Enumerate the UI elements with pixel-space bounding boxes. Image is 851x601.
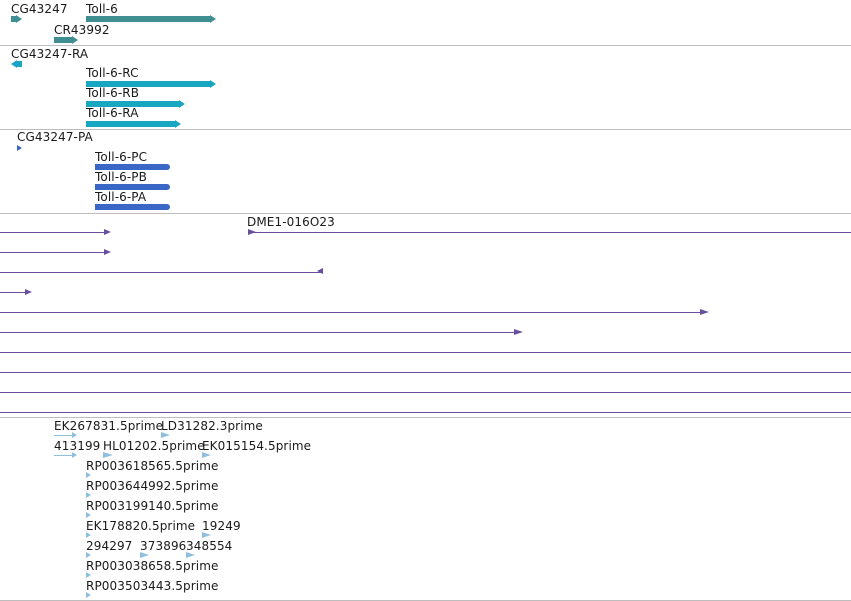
est-track: EK267831.5prime LD31282.3prime 413199 HL… [0,418,851,601]
protein-label-toll-6-pc[interactable]: Toll-6-PC [95,150,148,164]
transcript-label-toll-6-ra[interactable]: Toll-6-RA [86,106,139,120]
alignment-line[interactable] [0,252,106,253]
track-divider [0,417,851,418]
gene-track: CG43247 Toll-6 CR43992 [0,0,851,45]
alignment-line[interactable] [0,272,322,273]
est-label[interactable]: RP003503443.5prime [86,579,219,593]
est-label[interactable]: RP003618565.5prime [86,459,219,473]
alignment-line[interactable] [0,392,851,393]
est-label[interactable]: HL01202.5prime [103,439,205,453]
est-feature[interactable] [54,455,74,456]
alignment-line[interactable] [0,312,705,313]
est-feature[interactable] [202,532,211,538]
transcript-toll-6-ra[interactable] [86,120,181,128]
est-label[interactable]: EK178820.5prime [86,519,196,533]
est-label[interactable]: LD31282.3prime [161,419,263,433]
transcript-label-toll-6-rb[interactable]: Toll-6-RB [86,86,140,100]
est-arrow-icon [72,432,77,438]
est-arrow-icon [72,452,77,458]
gene-label-cr43992[interactable]: CR43992 [54,23,110,37]
protein-label-toll-6-pb[interactable]: Toll-6-PB [95,170,147,184]
alignment-track: DME1-016O23 [0,214,851,414]
transcript-label-toll-6-rc[interactable]: Toll-6-RC [86,66,139,80]
transcript-toll-6-rc[interactable] [86,80,216,88]
alignment-arrow-icon [700,309,709,315]
alignment-arrow-icon [317,268,323,274]
track-divider [0,45,851,46]
transcript-track: CG43247-RA Toll-6-RC Toll-6-RB Toll-6-RA [0,46,851,128]
est-feature[interactable] [202,452,211,458]
gene-cg43247[interactable] [11,15,22,23]
protein-label-toll-6-pa[interactable]: Toll-6-PA [95,190,147,204]
transcript-cg43247-ra[interactable] [11,60,22,68]
track-divider [0,213,851,214]
alignment-arrow-icon [104,229,111,235]
alignment-line[interactable] [0,372,851,373]
alignment-line[interactable] [0,232,106,233]
protein-toll-6-pb[interactable] [95,184,174,190]
alignment-label-dme1-016o23[interactable]: DME1-016O23 [247,215,335,229]
est-feature[interactable] [86,512,91,518]
est-feature[interactable] [86,472,91,478]
gene-toll-6[interactable] [86,15,216,23]
gene-label-cg43247[interactable]: CG43247 [11,2,68,16]
est-label[interactable]: EK015154.5prime [202,439,312,453]
protein-toll-6-pa[interactable] [95,204,174,210]
est-feature[interactable] [86,532,91,538]
alignment-line[interactable] [0,292,27,293]
est-label[interactable]: RP003199140.5prime [86,499,219,513]
protein-cg43247-pa[interactable] [17,145,22,151]
est-feature[interactable] [140,552,149,558]
transcript-toll-6-rb[interactable] [86,100,185,108]
protein-toll-6-pc[interactable] [95,164,174,170]
track-divider [0,129,851,130]
protein-label-cg43247-pa[interactable]: CG43247-PA [17,130,93,144]
est-feature[interactable] [54,435,74,436]
est-label[interactable]: RP003038658.5prime [86,559,219,573]
est-label[interactable]: 294297 [86,539,133,553]
est-feature[interactable] [86,552,91,558]
est-feature[interactable] [86,592,91,598]
est-label[interactable]: 348554 [186,539,233,553]
gene-label-toll-6[interactable]: Toll-6 [86,2,118,16]
est-feature[interactable] [186,552,195,558]
est-label[interactable]: 19249 [202,519,241,533]
alignment-line[interactable] [250,232,851,233]
est-feature[interactable] [86,572,91,578]
transcript-label-cg43247-ra[interactable]: CG43247-RA [11,47,89,61]
alignment-arrow-icon [514,329,523,335]
est-feature[interactable] [103,452,113,458]
alignment-line[interactable] [0,352,851,353]
est-label[interactable]: 373896 [140,539,187,553]
est-label[interactable]: EK267831.5prime [54,419,164,433]
protein-track: CG43247-PA Toll-6-PC Toll-6-PB Toll-6-PA [0,130,851,212]
est-feature[interactable] [161,432,170,438]
alignment-arrow-icon [104,249,111,255]
gene-cr43992[interactable] [54,36,78,44]
alignment-arrow-icon [25,289,32,295]
est-feature[interactable] [86,492,91,498]
alignment-line[interactable] [0,332,518,333]
est-label[interactable]: RP003644992.5prime [86,479,219,493]
alignment-line[interactable] [0,412,851,413]
alignment-arrow-icon [248,229,256,235]
est-label[interactable]: 413199 [54,439,101,453]
